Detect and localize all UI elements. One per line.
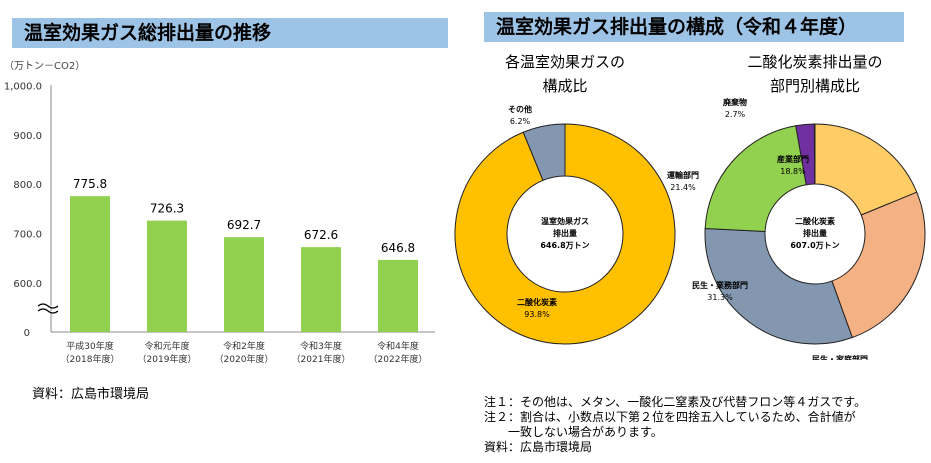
slice-percent: 93.8% (524, 310, 550, 319)
slice-percent: 31.3% (707, 293, 733, 302)
y-axis-unit: （万トン－CO2） (4, 60, 85, 72)
y-tick-label: 0 (24, 328, 30, 339)
bar-value-label: 646.8 (381, 241, 415, 255)
donut2-subtitle-line: 二酸化炭素排出量の (747, 53, 883, 71)
x-tick-label: （2021年度） (292, 353, 351, 365)
slice-label: 産業部門 (777, 154, 809, 164)
bar (147, 220, 187, 332)
right-title: 温室効果ガス排出量の構成（令和４年度） (484, 12, 904, 42)
donut-center-label: 排出量 (553, 228, 577, 238)
slice-label: その他 (508, 104, 532, 114)
note-2: 注２：割合は、小数点以下第２位を四捨五入しているため、合計値が (484, 410, 856, 424)
x-tick-label: （2019年度） (138, 353, 197, 365)
x-tick-label: （2020年度） (215, 353, 274, 365)
donut-charts: 二酸化炭素93.8%その他6.2%温室効果ガス排出量646.8万トン産業部門18… (454, 97, 926, 360)
bar (301, 247, 341, 332)
note-2-cont: 一致しない場合があります。 (484, 425, 663, 439)
left-source: 資料：広島市環境局 (32, 387, 150, 402)
bar (70, 196, 110, 332)
x-tick-label: （2022年度） (369, 353, 428, 365)
donut-slice (795, 123, 816, 186)
donut-slice (522, 123, 566, 181)
slice-label: 廃棄物 (723, 97, 747, 107)
left-title: 温室効果ガス総排出量の推移 (12, 18, 448, 48)
slice-label: 運輸部門 (667, 170, 699, 180)
slice-percent: 18.8% (780, 167, 806, 176)
x-tick-label: 令和4年度 (377, 340, 419, 352)
donut1-subtitle-line: 構成比 (542, 77, 588, 95)
y-tick-label: 800.0 (13, 180, 42, 191)
donut1-subtitle-line: 各温室効果ガスの (505, 53, 626, 71)
donut-center-label: 646.8万トン (540, 241, 589, 250)
note-1: 注１：その他は、メタン、一酸化二窒素及び代替フロン等４ガスです。 (484, 395, 867, 409)
donut-center-label: 二酸化炭素 (795, 216, 835, 226)
slice-percent: 2.7% (725, 110, 746, 119)
slice-label: 民生・業務部門 (692, 280, 748, 290)
donut1-subtitle: 各温室効果ガスの 構成比 (505, 50, 625, 98)
donut-slice (704, 227, 853, 345)
donut2-subtitle-line: 部門別構成比 (769, 77, 860, 95)
x-tick-label: 令和元年度 (144, 340, 189, 352)
bar (224, 237, 264, 332)
donut-center-label: 607.0万トン (790, 241, 839, 250)
slice-percent: 21.4% (670, 183, 696, 192)
slice-label: 民生・家庭部門 (812, 354, 868, 360)
x-tick-label: 令和3年度 (300, 340, 342, 352)
bar-chart: （万トン－CO2） 1,000.0 900.0 800.0 700.0 600.0 0 775… (4, 60, 435, 365)
bar-value-label: 672.6 (304, 228, 338, 242)
bar-value-label: 726.3 (150, 202, 184, 216)
axis-break-icon (37, 303, 59, 314)
y-tick-label: 700.0 (13, 230, 42, 241)
x-tick-label: （2018年度） (61, 353, 120, 365)
donut-slice (454, 123, 676, 345)
notes: 注１：その他は、メタン、一酸化二窒素及び代替フロン等４ガスです。 注２：割合は、… (484, 395, 866, 455)
slice-percent: 6.2% (510, 117, 531, 126)
right-source: 資料：広島市環境局 (484, 440, 593, 454)
donut-slice (831, 191, 926, 339)
y-tick-label: 900.0 (13, 131, 42, 142)
donut-center-label: 排出量 (803, 228, 827, 238)
donut-center-label: 温室効果ガス (541, 216, 589, 226)
slice-label: 二酸化炭素 (517, 297, 557, 307)
x-tick-label: 令和2年度 (223, 340, 265, 352)
donut2-subtitle: 二酸化炭素排出量の 部門別構成比 (740, 50, 890, 98)
x-tick-label: 平成30年度 (66, 340, 113, 352)
donut-slice (704, 125, 807, 233)
bar-value-label: 775.8 (73, 177, 107, 191)
bar (378, 259, 418, 332)
y-tick-label: 600.0 (13, 279, 42, 290)
y-tick-label: 1,000.0 (4, 81, 42, 92)
bar-value-label: 692.7 (227, 218, 261, 232)
